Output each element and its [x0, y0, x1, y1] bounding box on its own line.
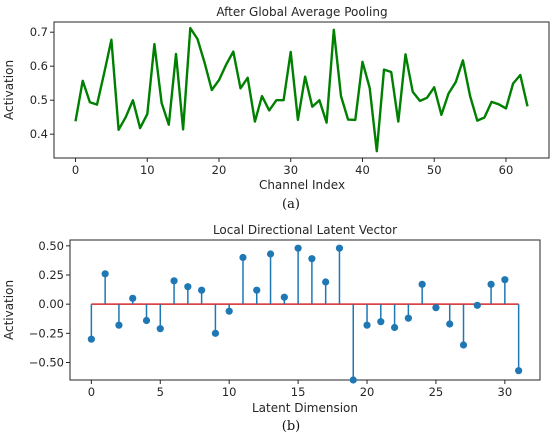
chart-b-ylabel: Activation [2, 280, 16, 340]
stem-marker [322, 278, 330, 286]
chart-b-ytick-label: −0.25 [29, 326, 64, 340]
chart-b: Local Directional Latent Vector 0 5 10 15 20… [2, 223, 541, 434]
stem-marker [404, 314, 412, 322]
chart-a-ytick-label: 0.5 [30, 93, 48, 107]
stem-marker [515, 367, 523, 375]
stem-marker [225, 307, 233, 315]
stem-marker [446, 320, 454, 328]
stem-marker [87, 335, 95, 343]
chart-b-caption: (b) [282, 419, 300, 434]
chart-b-ytick-label: 0.50 [38, 239, 64, 253]
stem-marker [239, 253, 247, 262]
stem-marker [142, 316, 151, 325]
stem-marker [129, 294, 137, 302]
stem-marker [418, 280, 426, 288]
chart-b-plot-area [69, 239, 541, 381]
chart-b-xtick-label: 10 [222, 385, 237, 399]
chart-a-title: After Global Average Pooling [216, 5, 387, 19]
chart-b-stems [87, 244, 523, 384]
chart-a-caption: (a) [282, 197, 300, 212]
chart-b-ytick-label: 0.00 [38, 297, 64, 311]
chart-a-ytick-label: 0.4 [30, 127, 48, 141]
stem-marker [253, 286, 261, 294]
chart-a-plot-area [53, 21, 550, 159]
stem-marker [459, 341, 468, 349]
chart-a-xtick-label: 40 [355, 163, 370, 177]
stem-marker [170, 277, 178, 285]
chart-b-ticks: 0 5 10 15 20 25 30 −0.50 −0.25 0.00 0.25 0.50 [29, 239, 512, 399]
chart-b-xtick-label: 30 [498, 385, 513, 399]
chart-b-xtick-label: 25 [429, 385, 444, 399]
stem-marker [280, 293, 288, 301]
stem-marker [501, 276, 509, 284]
chart-b-xtick-label: 5 [157, 385, 164, 399]
stem-marker [294, 244, 302, 252]
stem-marker [363, 321, 371, 329]
stem-marker [335, 244, 344, 252]
stem-marker [184, 283, 192, 291]
chart-a-series-line [74, 26, 529, 153]
chart-b-ytick-label: −0.50 [29, 356, 64, 370]
chart-a-ytick-label: 0.7 [30, 25, 48, 39]
stem-marker [198, 286, 206, 294]
chart-b-xtick-label: 20 [360, 385, 375, 399]
stem-marker [349, 376, 357, 384]
stem-marker [473, 301, 481, 309]
chart-b-xtick-label: 0 [88, 385, 95, 399]
chart-a-ytick-label: 0.6 [30, 59, 48, 73]
stem-marker [211, 329, 220, 337]
chart-b-xlabel: Latent Dimension [252, 401, 358, 415]
stem-marker [308, 255, 316, 263]
chart-b-ytick-label: 0.25 [38, 268, 64, 282]
chart-a-xtick-label: 20 [212, 163, 227, 177]
stem-marker [432, 304, 440, 312]
stem-marker [156, 325, 164, 333]
stem-marker [266, 250, 275, 258]
chart-a-xtick-label: 30 [283, 163, 298, 177]
stem-marker [487, 280, 495, 288]
chart-a-xlabel: Channel Index [259, 178, 345, 192]
chart-a-xtick-label: 50 [427, 163, 442, 177]
stem-marker [115, 321, 123, 329]
chart-a-xtick-label: 10 [140, 163, 155, 177]
chart-b-title: Local Directional Latent Vector [213, 223, 397, 237]
stem-marker [101, 270, 109, 278]
stem-marker [390, 323, 399, 332]
chart-a-xtick-label: 0 [72, 163, 79, 177]
chart-a-ylabel: Activation [2, 60, 16, 120]
chart-a-ticks: 0 10 20 30 40 50 60 0.4 0.5 0.6 0.7 [30, 25, 514, 177]
chart-a-xtick-label: 60 [499, 163, 514, 177]
chart-a: After Global Average Pooling 0 10 20 30 40 50… [2, 5, 550, 212]
stem-marker [377, 318, 385, 326]
chart-b-xtick-label: 15 [291, 385, 306, 399]
